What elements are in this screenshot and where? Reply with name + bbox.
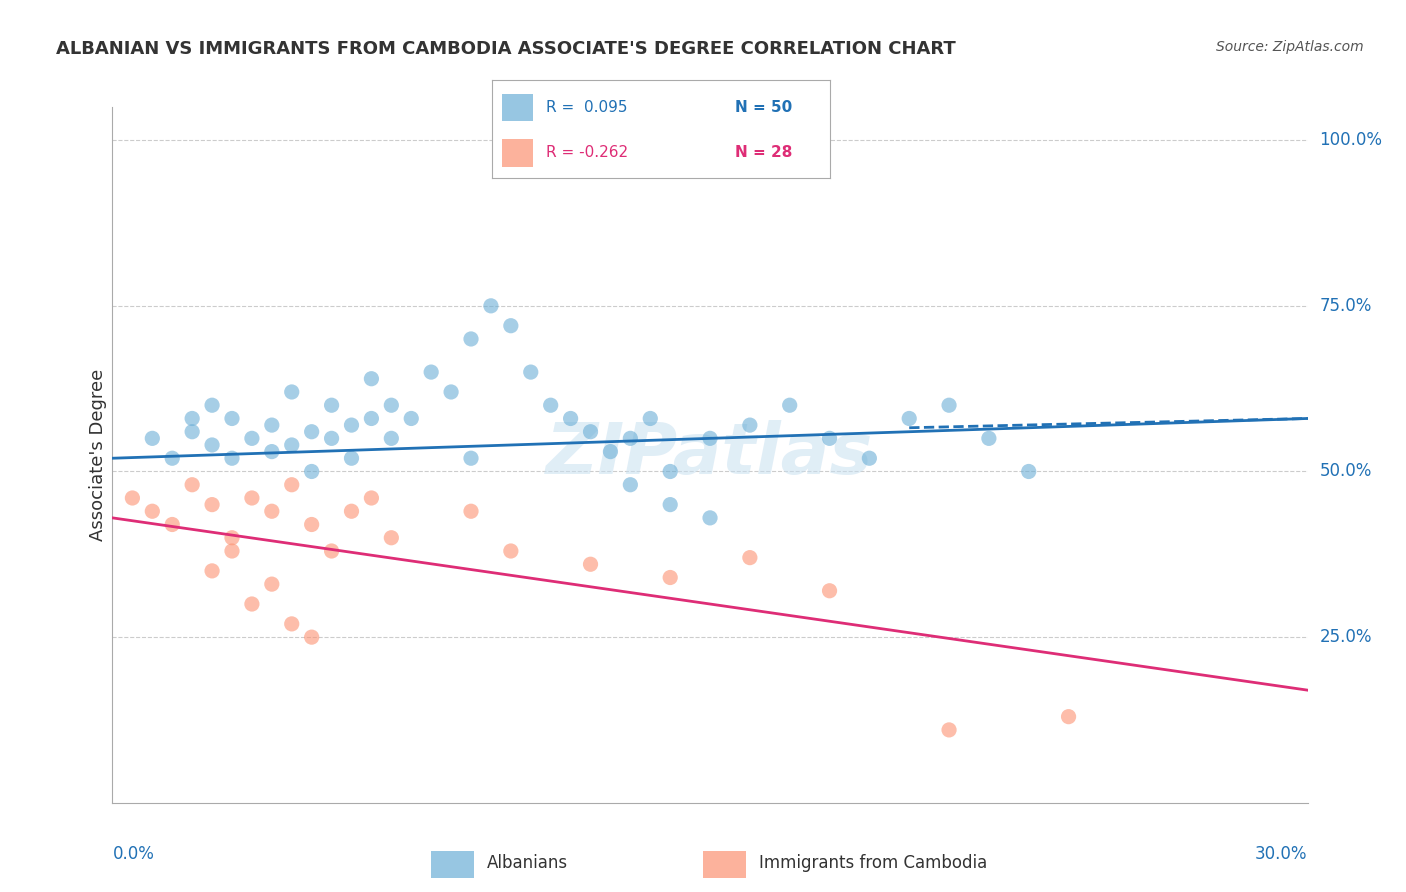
Point — [460, 332, 482, 346]
Point — [141, 504, 163, 518]
Point — [699, 431, 721, 445]
Point — [321, 398, 343, 412]
Point — [380, 531, 402, 545]
Point — [1018, 465, 1040, 479]
Point — [599, 444, 621, 458]
Point — [201, 498, 224, 512]
Point — [540, 398, 562, 412]
Point — [240, 491, 263, 505]
Point — [738, 418, 761, 433]
Point — [380, 398, 402, 412]
Point — [460, 451, 482, 466]
Text: R = -0.262: R = -0.262 — [546, 145, 628, 161]
Point — [281, 384, 304, 399]
Text: 25.0%: 25.0% — [1319, 628, 1372, 646]
Point — [619, 477, 641, 491]
Point — [201, 438, 224, 452]
Point — [858, 451, 880, 466]
Point — [977, 431, 1000, 445]
Point — [301, 630, 323, 644]
Point — [240, 431, 263, 445]
Y-axis label: Associate's Degree: Associate's Degree — [89, 368, 107, 541]
Text: Immigrants from Cambodia: Immigrants from Cambodia — [759, 854, 987, 872]
Point — [181, 425, 204, 439]
Point — [401, 411, 423, 425]
Point — [460, 504, 482, 518]
FancyBboxPatch shape — [430, 851, 474, 878]
Point — [659, 465, 682, 479]
Point — [201, 564, 224, 578]
Point — [420, 365, 443, 379]
Point — [499, 544, 522, 558]
Point — [301, 425, 323, 439]
Text: 50.0%: 50.0% — [1319, 462, 1372, 481]
Point — [818, 583, 841, 598]
Point — [1057, 709, 1080, 723]
Point — [340, 451, 363, 466]
Point — [221, 451, 243, 466]
Point — [260, 418, 283, 433]
Point — [162, 517, 183, 532]
Point — [121, 491, 143, 505]
FancyBboxPatch shape — [502, 139, 533, 167]
Text: N = 28: N = 28 — [735, 145, 793, 161]
Point — [201, 398, 224, 412]
Point — [579, 558, 602, 572]
Text: N = 50: N = 50 — [735, 100, 793, 115]
Text: ALBANIAN VS IMMIGRANTS FROM CAMBODIA ASSOCIATE'S DEGREE CORRELATION CHART: ALBANIAN VS IMMIGRANTS FROM CAMBODIA ASS… — [56, 40, 956, 58]
Point — [340, 504, 363, 518]
Point — [162, 451, 183, 466]
Text: Source: ZipAtlas.com: Source: ZipAtlas.com — [1216, 40, 1364, 54]
Point — [301, 465, 323, 479]
Point — [221, 411, 243, 425]
Point — [638, 411, 662, 425]
Point — [440, 384, 463, 399]
Point — [659, 570, 682, 584]
FancyBboxPatch shape — [502, 94, 533, 121]
Point — [499, 318, 522, 333]
Point — [281, 477, 304, 491]
Point — [360, 411, 382, 425]
Point — [281, 616, 304, 631]
Text: ZIPatlas: ZIPatlas — [547, 420, 873, 490]
Point — [938, 723, 960, 737]
Text: 30.0%: 30.0% — [1256, 845, 1308, 863]
Text: 100.0%: 100.0% — [1319, 131, 1382, 149]
Point — [321, 431, 343, 445]
Text: Albanians: Albanians — [486, 854, 568, 872]
Point — [240, 597, 263, 611]
FancyBboxPatch shape — [703, 851, 747, 878]
Text: R =  0.095: R = 0.095 — [546, 100, 627, 115]
Point — [281, 438, 304, 452]
Point — [181, 411, 204, 425]
Point — [619, 431, 641, 445]
Point — [260, 577, 283, 591]
Point — [380, 431, 402, 445]
Point — [818, 431, 841, 445]
Point — [579, 425, 602, 439]
Point — [520, 365, 543, 379]
Point — [560, 411, 582, 425]
Point — [301, 517, 323, 532]
Point — [738, 550, 761, 565]
Point — [260, 444, 283, 458]
Text: 75.0%: 75.0% — [1319, 297, 1372, 315]
Point — [340, 418, 363, 433]
Point — [479, 299, 502, 313]
Point — [360, 491, 382, 505]
Point — [659, 498, 682, 512]
Point — [779, 398, 801, 412]
Point — [260, 504, 283, 518]
Point — [141, 431, 163, 445]
Point — [221, 531, 243, 545]
Point — [699, 511, 721, 525]
Point — [898, 411, 921, 425]
Point — [321, 544, 343, 558]
Text: 0.0%: 0.0% — [112, 845, 155, 863]
Point — [360, 372, 382, 386]
Point — [938, 398, 960, 412]
Point — [181, 477, 204, 491]
Point — [221, 544, 243, 558]
